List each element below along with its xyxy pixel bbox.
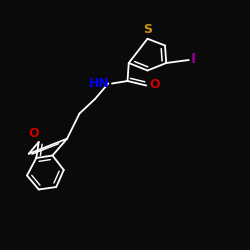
Text: I: I xyxy=(191,52,196,66)
Text: HN: HN xyxy=(89,77,110,90)
Text: S: S xyxy=(143,23,152,36)
Text: O: O xyxy=(28,127,38,140)
Text: O: O xyxy=(149,78,160,92)
